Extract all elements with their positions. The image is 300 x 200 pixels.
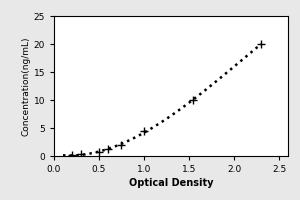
- X-axis label: Optical Density: Optical Density: [129, 178, 213, 188]
- Y-axis label: Concentration(ng/mL): Concentration(ng/mL): [22, 36, 31, 136]
